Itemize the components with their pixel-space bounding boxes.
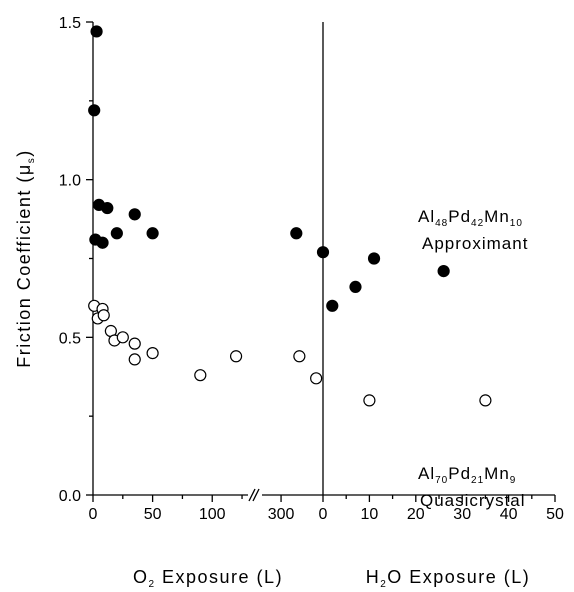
label-subscript: 9 xyxy=(510,475,517,486)
axes-layer: 0.0 0.5 1.0 1.5 0 50 100 300 0 10 20 30 40 50 xyxy=(59,15,564,523)
label-subscript: 2 xyxy=(380,579,387,590)
x-tick-label-h2o: 50 xyxy=(546,506,564,523)
y-tick-label: 1.5 xyxy=(59,15,81,32)
quasicrystal-o2-point xyxy=(194,369,207,382)
label-element: O Exposure (L) xyxy=(387,567,530,587)
label-subscript: 42 xyxy=(471,218,484,229)
approximant-o2-point xyxy=(88,104,101,117)
approximant-o2-point xyxy=(101,201,114,215)
quasicrystal-h2o-point xyxy=(363,394,376,407)
label-element: H xyxy=(366,567,381,587)
label-element: Mn xyxy=(484,464,510,483)
x-tick-label-h2o: 40 xyxy=(500,506,518,523)
label-element: Pd xyxy=(448,207,471,226)
approximant-h2o-point xyxy=(437,265,450,278)
label-subscript: s xyxy=(26,157,37,164)
quasicrystal-label: Al70Pd21Mn9 xyxy=(418,464,516,486)
approximant-o2-point xyxy=(146,227,159,240)
quasicrystal-o2-point xyxy=(310,372,323,385)
approximant-o2-point xyxy=(96,236,109,249)
label-element: ) xyxy=(14,149,34,157)
axis-break-mark xyxy=(252,488,260,502)
quasicrystal-o2-point xyxy=(116,331,129,344)
approximant-o2-point xyxy=(90,25,103,38)
label-subscript: 2 xyxy=(148,579,155,590)
approximant-o2-point xyxy=(128,208,141,221)
quasicrystal-h2o-point xyxy=(479,394,492,407)
approximant-label-line2: Approximant xyxy=(422,234,528,253)
x-tick-label-h2o: 30 xyxy=(453,506,471,523)
quasicrystal-o2-point xyxy=(229,350,243,363)
points-layer xyxy=(88,25,492,407)
label-element: Mn xyxy=(484,207,510,226)
approximant-h2o-point xyxy=(367,252,381,265)
x-tick-label-h2o: 0 xyxy=(319,506,328,523)
x-tick-label-h2o: 10 xyxy=(361,506,379,523)
quasicrystal-o2-point xyxy=(293,350,306,363)
approximant-h2o-point xyxy=(349,280,362,293)
axis-break-mark xyxy=(248,488,256,502)
quasicrystal-o2-point xyxy=(128,353,141,366)
x-tick-label-o2: 300 xyxy=(268,506,295,523)
label-subscript: 21 xyxy=(471,475,484,486)
quasicrystal-label-line2: Quasicrystal xyxy=(420,491,526,510)
x-tick-label-o2: 0 xyxy=(89,506,98,523)
y-tick-label: 0.5 xyxy=(59,330,81,347)
approximant-label: Al48Pd42Mn10 xyxy=(418,207,523,229)
label-subscript: 48 xyxy=(435,218,448,229)
approximant-o2-point xyxy=(290,227,303,240)
labels-layer: Friction Coefficient (μs) O2 Exposure (L… xyxy=(14,149,531,590)
y-tick-label: 1.0 xyxy=(59,173,81,190)
quasicrystal-o2-point xyxy=(146,347,159,360)
quasicrystal-o2-point xyxy=(97,309,110,322)
y-axis-title: Friction Coefficient (μs) xyxy=(14,149,37,368)
label-subscript: 70 xyxy=(435,475,448,486)
label-element: Al xyxy=(418,464,435,483)
approximant-o2-point xyxy=(110,227,123,240)
label-element: Exposure (L) xyxy=(156,567,284,587)
x-tick-label-o2: 100 xyxy=(199,506,226,523)
label-element: Pd xyxy=(448,464,471,483)
y-tick-label: 0.0 xyxy=(59,488,81,505)
label-element: Al xyxy=(418,207,435,226)
quasicrystal-o2-point xyxy=(128,337,141,350)
x-tick-label-o2: 50 xyxy=(144,506,162,523)
x-tick-label-h2o: 20 xyxy=(407,506,425,523)
approximant-h2o-point xyxy=(316,246,330,259)
label-element: O xyxy=(133,567,149,587)
x-axis-title-h2o: H2O Exposure (L) xyxy=(366,567,531,590)
label-element: Friction Coefficient (μ xyxy=(14,163,34,368)
x-axis-title-o2: O2 Exposure (L) xyxy=(133,567,283,590)
label-subscript: 10 xyxy=(510,218,523,229)
approximant-h2o-point xyxy=(326,299,339,312)
